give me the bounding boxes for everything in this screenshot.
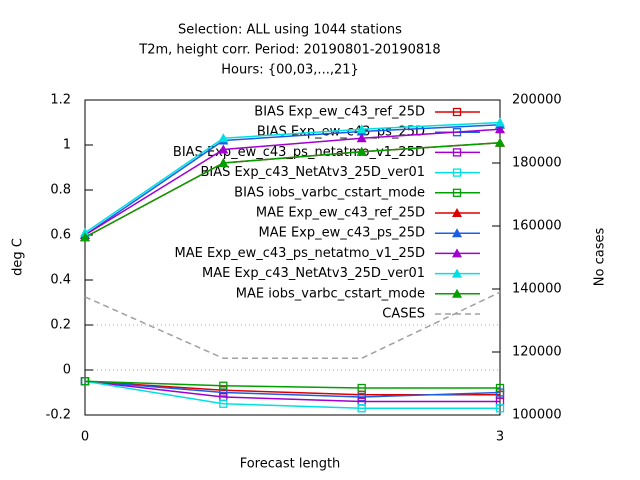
legend-label: MAE Exp_ew_c43_ps_netatmo_v1_25D [175, 246, 426, 261]
marker [218, 158, 229, 167]
legend-label: MAE Exp_ew_c43_ref_25D [256, 206, 425, 221]
title-line: Selection: ALL using 1044 stations [178, 23, 402, 38]
marker [452, 107, 462, 117]
marker [452, 288, 462, 298]
series-line [84, 121, 501, 234]
series-line [84, 380, 500, 409]
series-line [84, 291, 501, 360]
y2-tick-label: 160000 [512, 219, 562, 234]
marker [357, 404, 366, 413]
title-line: Hours: {00,03,...,21} [221, 63, 359, 78]
marker [219, 399, 228, 408]
marker [452, 148, 462, 157]
marker [495, 124, 505, 134]
y2-tick-label: 180000 [512, 156, 562, 171]
marker [452, 248, 462, 258]
marker [495, 137, 505, 147]
marker [80, 232, 90, 242]
marker [356, 124, 367, 134]
marker [495, 117, 505, 127]
series-line [84, 380, 500, 389]
series-line [84, 142, 501, 238]
marker [356, 146, 367, 156]
title-line: T2m, height corr. Period: 20190801-20190… [138, 43, 440, 58]
y2-tick-label: 120000 [512, 345, 562, 360]
legend-label: MAE Exp_c43_NetAtv3_25D_ver01 [202, 266, 425, 281]
marker [495, 388, 505, 397]
legend-label: MAE iobs_varbc_cstart_mode [236, 286, 425, 301]
x-tick-label: 0 [81, 430, 89, 445]
y-tick-label: -0.2 [46, 408, 71, 423]
y2-tick-label: 140000 [512, 282, 562, 297]
marker [356, 133, 367, 143]
series-line [84, 128, 501, 236]
legend-label: CASES [382, 307, 425, 322]
marker [452, 268, 462, 278]
plot-frame [84, 99, 501, 416]
y-tick-label: 0 [63, 363, 71, 378]
marker [219, 381, 228, 390]
legend-label: BIAS iobs_varbc_cstart_mode [234, 185, 425, 200]
series-line [84, 380, 500, 403]
y2-tick-label: 100000 [512, 408, 562, 423]
marker [218, 133, 229, 143]
marker [495, 404, 505, 413]
y-tick-label: 1.2 [50, 93, 71, 108]
y-tick-label: 0.2 [50, 318, 71, 333]
marker [452, 168, 462, 177]
legend-label: BIAS Exp_c43_NetAtv3_25D_ver01 [200, 165, 425, 180]
x-tick-label: 3 [496, 430, 504, 445]
series-line [84, 380, 501, 398]
y-tick-label: 0.8 [50, 183, 71, 198]
marker [452, 188, 462, 197]
y-tick-label: 0.6 [50, 228, 71, 243]
y-tick-label: 0.4 [50, 273, 71, 288]
x-axis-label: Forecast length [240, 457, 341, 472]
y-tick-label: 1 [63, 138, 71, 153]
y-axis-label: deg C [11, 238, 26, 276]
series-line [84, 124, 501, 236]
marker [452, 228, 462, 238]
y2-axis-label: No cases [593, 228, 608, 287]
marker [218, 144, 229, 154]
y2-tick-label: 200000 [512, 93, 562, 108]
marker [357, 392, 366, 402]
marker [80, 377, 90, 386]
legend-label: BIAS Exp_ew_c43_ref_25D [254, 105, 425, 120]
marker [452, 208, 462, 217]
marker [357, 383, 366, 393]
marker [495, 383, 505, 393]
legend-label: MAE Exp_ew_c43_ps_25D [258, 226, 425, 241]
